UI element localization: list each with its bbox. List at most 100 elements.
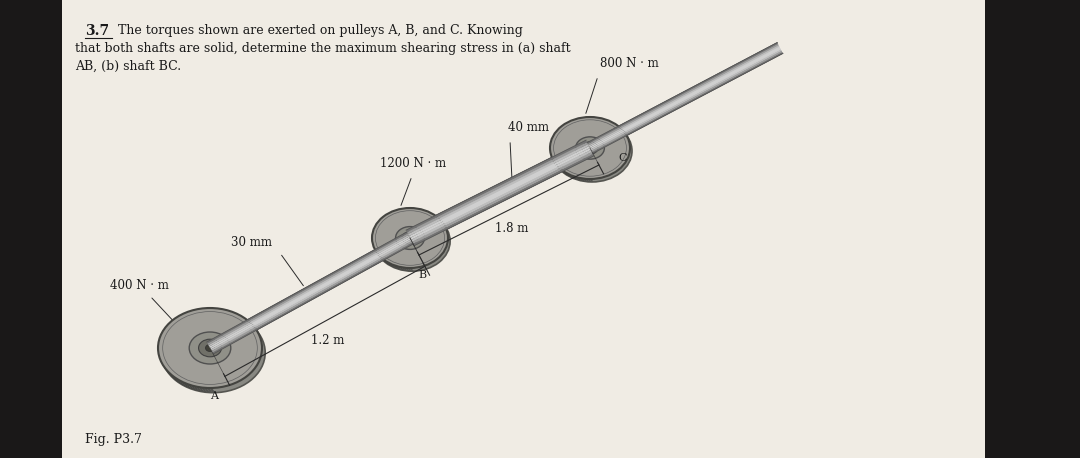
Ellipse shape	[588, 147, 592, 150]
Polygon shape	[583, 179, 588, 182]
Ellipse shape	[566, 130, 615, 167]
Ellipse shape	[205, 344, 215, 352]
Polygon shape	[159, 341, 162, 348]
Ellipse shape	[166, 314, 254, 382]
Polygon shape	[204, 388, 210, 393]
Ellipse shape	[562, 126, 618, 170]
Polygon shape	[562, 169, 565, 174]
Ellipse shape	[395, 227, 424, 250]
Polygon shape	[158, 343, 162, 349]
Polygon shape	[173, 376, 178, 382]
Polygon shape	[557, 129, 561, 133]
Polygon shape	[564, 123, 568, 127]
Polygon shape	[186, 312, 191, 317]
Polygon shape	[575, 119, 579, 122]
Polygon shape	[162, 331, 166, 337]
Ellipse shape	[408, 236, 411, 240]
Polygon shape	[563, 124, 566, 128]
Polygon shape	[411, 150, 592, 242]
Ellipse shape	[403, 232, 418, 244]
Polygon shape	[407, 268, 411, 271]
Polygon shape	[566, 173, 569, 177]
Polygon shape	[373, 240, 375, 245]
Polygon shape	[373, 245, 376, 250]
Ellipse shape	[570, 132, 610, 164]
Polygon shape	[375, 250, 378, 254]
Polygon shape	[373, 244, 375, 248]
Polygon shape	[160, 360, 164, 366]
Polygon shape	[374, 228, 376, 233]
Ellipse shape	[161, 310, 259, 386]
Polygon shape	[400, 267, 404, 270]
Ellipse shape	[189, 332, 231, 364]
Polygon shape	[556, 164, 559, 169]
Polygon shape	[195, 387, 202, 392]
Ellipse shape	[582, 142, 598, 154]
Polygon shape	[555, 163, 558, 167]
Polygon shape	[210, 238, 410, 349]
Polygon shape	[184, 382, 189, 388]
Polygon shape	[195, 309, 202, 314]
Polygon shape	[372, 237, 374, 242]
Ellipse shape	[161, 313, 266, 393]
Ellipse shape	[205, 344, 215, 352]
Ellipse shape	[179, 324, 241, 372]
Polygon shape	[207, 234, 408, 345]
Polygon shape	[550, 149, 552, 153]
Polygon shape	[373, 229, 376, 234]
Ellipse shape	[576, 137, 604, 159]
Polygon shape	[210, 238, 410, 349]
Polygon shape	[553, 160, 556, 164]
Polygon shape	[569, 174, 573, 178]
Polygon shape	[208, 235, 409, 347]
Polygon shape	[555, 132, 558, 136]
Polygon shape	[590, 48, 781, 149]
Ellipse shape	[176, 322, 244, 374]
Polygon shape	[173, 319, 178, 325]
Polygon shape	[210, 236, 410, 348]
Ellipse shape	[568, 131, 612, 165]
Polygon shape	[411, 152, 593, 244]
Polygon shape	[160, 357, 163, 364]
Polygon shape	[550, 146, 552, 150]
Ellipse shape	[383, 217, 436, 259]
Polygon shape	[159, 338, 163, 345]
Polygon shape	[206, 232, 407, 344]
Polygon shape	[213, 242, 414, 354]
Ellipse shape	[558, 123, 622, 173]
Ellipse shape	[163, 312, 257, 384]
Polygon shape	[178, 315, 184, 321]
Polygon shape	[573, 176, 577, 180]
Polygon shape	[581, 178, 585, 181]
Polygon shape	[206, 232, 407, 344]
Ellipse shape	[396, 228, 423, 249]
Polygon shape	[164, 327, 168, 333]
Polygon shape	[550, 144, 552, 148]
Polygon shape	[374, 248, 377, 253]
Text: 1.2 m: 1.2 m	[311, 334, 343, 347]
Ellipse shape	[184, 328, 237, 368]
Ellipse shape	[381, 216, 438, 261]
Polygon shape	[166, 325, 171, 332]
Polygon shape	[201, 308, 207, 313]
Polygon shape	[377, 222, 380, 227]
Polygon shape	[193, 386, 199, 391]
Ellipse shape	[573, 136, 606, 160]
Ellipse shape	[187, 330, 233, 366]
Polygon shape	[575, 177, 579, 180]
Polygon shape	[171, 320, 176, 327]
Polygon shape	[407, 142, 588, 234]
Text: Fig. P3.7: Fig. P3.7	[85, 433, 141, 446]
Polygon shape	[395, 210, 400, 213]
Polygon shape	[391, 264, 394, 267]
Polygon shape	[571, 120, 576, 124]
Text: 400 N · m: 400 N · m	[110, 279, 168, 292]
Polygon shape	[409, 146, 590, 238]
Polygon shape	[386, 261, 389, 265]
Ellipse shape	[200, 340, 220, 356]
Polygon shape	[387, 262, 391, 266]
Polygon shape	[577, 118, 581, 122]
Polygon shape	[206, 388, 213, 393]
Polygon shape	[389, 263, 392, 267]
Text: 800 N · m: 800 N · m	[600, 57, 659, 70]
